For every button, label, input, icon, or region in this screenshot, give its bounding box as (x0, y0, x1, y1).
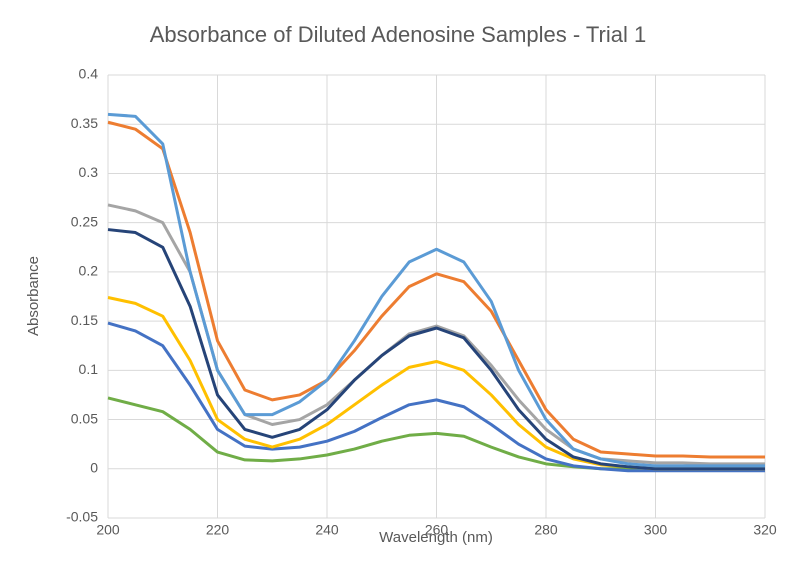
series-line (107, 112, 765, 468)
y-tick-label: 0.35 (71, 115, 98, 131)
x-tick-label: 240 (315, 522, 339, 538)
y-tick-label: 0.15 (71, 312, 98, 328)
y-tick-label: 0.1 (79, 361, 99, 377)
y-tick-label: -0.05 (66, 509, 98, 525)
x-axis-title: Wavelength (nm) (379, 529, 493, 546)
chart-title: Absorbance of Diluted Adenosine Samples … (150, 22, 647, 47)
y-axis-title: Absorbance (25, 256, 42, 336)
x-tick-label: 260 (425, 522, 449, 538)
x-tick-label: 280 (534, 522, 558, 538)
y-tick-label: 0.4 (79, 66, 99, 82)
y-tick-label: 0 (90, 459, 98, 475)
series-line (107, 228, 765, 471)
y-tick-label: 0.3 (79, 164, 99, 180)
series-line (107, 321, 765, 473)
y-tick-label: 0.25 (71, 213, 98, 229)
x-tick-label: 300 (644, 522, 668, 538)
series-line (107, 120, 765, 459)
y-tick-label: 0.05 (71, 410, 98, 426)
x-tick-label: 320 (753, 522, 777, 538)
y-tick-label: 0.2 (79, 263, 99, 279)
x-tick-label: 200 (96, 522, 120, 538)
x-tick-label: 220 (206, 522, 230, 538)
